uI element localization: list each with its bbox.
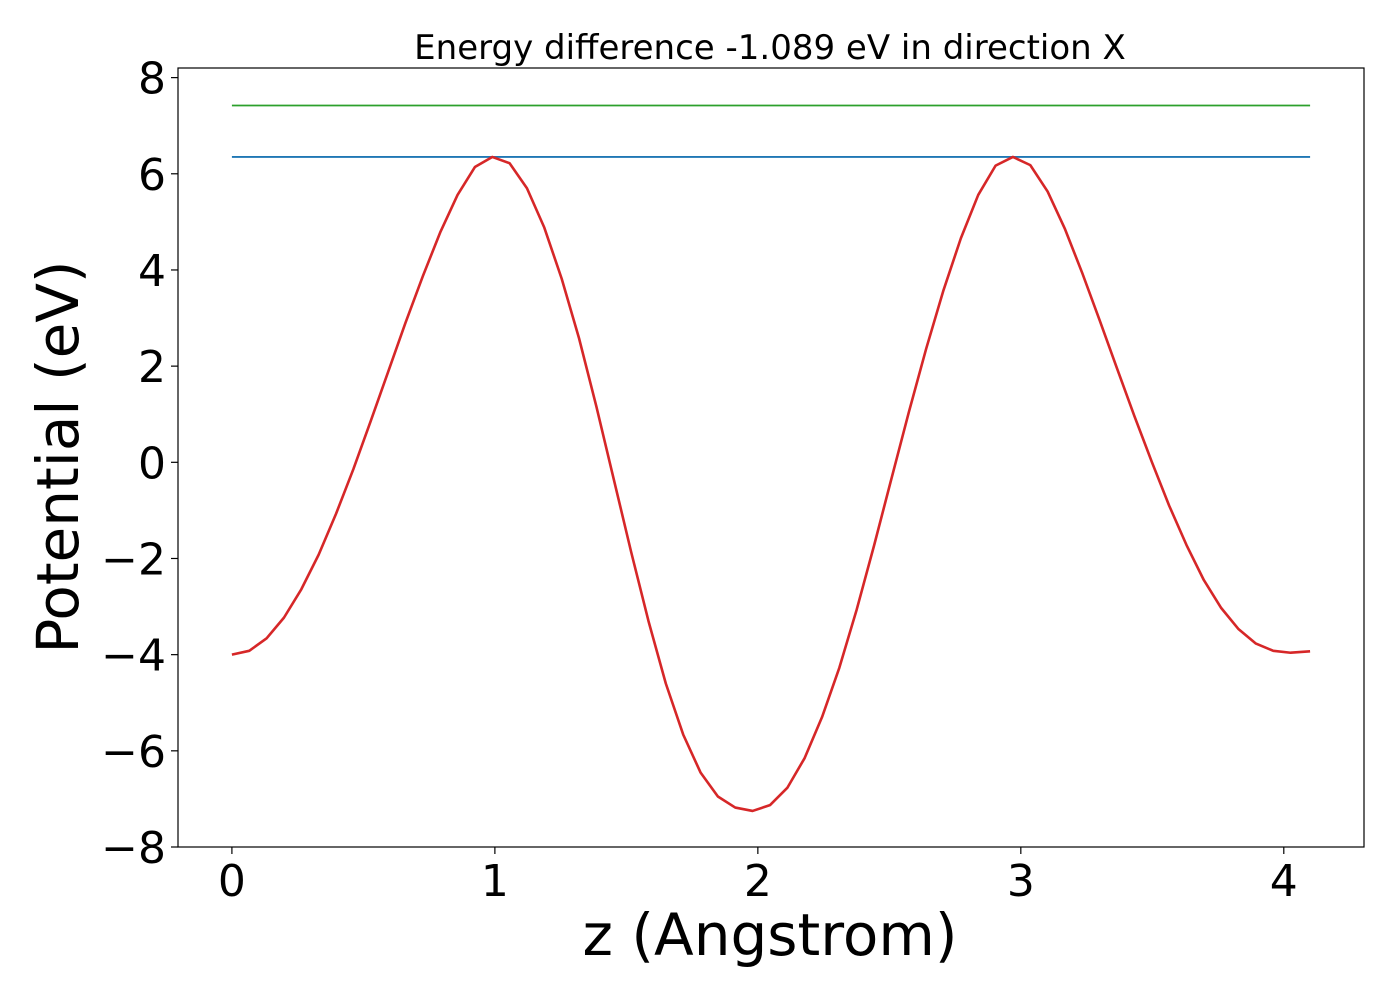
x-tick-label: 4 [1270,856,1298,907]
plot-frame [177,67,1365,848]
y-tick-label: 4 [138,246,166,297]
chart-title: Energy difference -1.089 eV in direction… [414,28,1126,68]
x-axis-ticks: 0 1 2 3 4 [218,847,1298,907]
series-layer [231,104,1311,813]
y-tick-label: 2 [138,342,166,393]
y-axis-label: Potential (eV) [24,260,92,653]
y-axis-ticks: −8 −6 −4 −2 0 2 4 6 8 [101,54,178,874]
y-tick-label: −4 [101,631,166,682]
y-tick-label: 6 [138,150,166,201]
x-tick-label: 2 [744,856,772,907]
series-line-3 [231,155,1311,813]
x-tick-label: 1 [481,856,509,907]
y-tick-label: −2 [101,534,166,585]
x-tick-label: 0 [218,856,246,907]
y-tick-label: −8 [101,823,166,874]
y-tick-label: −6 [101,727,166,778]
y-tick-label: 8 [138,54,166,105]
plot-area [178,68,1364,847]
y-tick-label: 0 [138,438,166,489]
x-axis-label: z (Angstrom) [583,901,958,969]
x-tick-label: 3 [1007,856,1035,907]
